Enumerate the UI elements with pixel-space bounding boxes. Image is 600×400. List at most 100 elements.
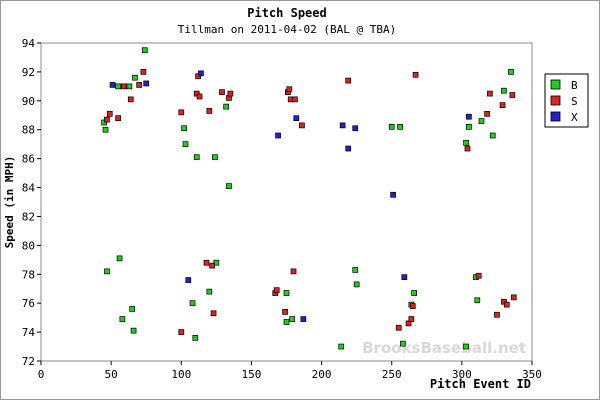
point-s bbox=[120, 83, 127, 90]
point-s bbox=[206, 108, 213, 114]
x-tick-label: 50 bbox=[105, 368, 118, 381]
plot-area bbox=[40, 42, 533, 362]
point-b bbox=[338, 343, 345, 350]
chart-title: Pitch Speed bbox=[247, 6, 326, 20]
point-x bbox=[293, 115, 300, 122]
point-x bbox=[466, 113, 472, 120]
point-x bbox=[109, 82, 116, 88]
point-x bbox=[198, 70, 204, 77]
point-s bbox=[178, 109, 185, 116]
x-tick-label: 300 bbox=[452, 368, 472, 381]
point-s bbox=[136, 82, 143, 88]
data-points bbox=[101, 47, 517, 350]
point-s bbox=[484, 110, 490, 117]
chart-subtitle: Tillman on 2011-04-02 (BAL @ TBA) bbox=[178, 23, 397, 36]
point-b bbox=[223, 103, 230, 110]
y-tick-label: 82 bbox=[22, 210, 35, 223]
x-tick-label: 250 bbox=[382, 368, 402, 381]
point-b bbox=[501, 87, 507, 94]
point-s bbox=[106, 110, 113, 117]
point-b bbox=[226, 183, 232, 189]
point-b bbox=[126, 83, 133, 90]
point-x bbox=[275, 132, 281, 139]
y-tick-label: 92 bbox=[22, 66, 35, 79]
point-s bbox=[299, 122, 305, 129]
point-s bbox=[219, 89, 225, 95]
point-b bbox=[212, 154, 218, 161]
point-b bbox=[102, 126, 109, 133]
point-b bbox=[189, 300, 196, 307]
point-s bbox=[127, 96, 134, 103]
point-s bbox=[115, 115, 122, 122]
point-b bbox=[181, 125, 187, 132]
point-s bbox=[290, 268, 297, 275]
point-s bbox=[494, 311, 500, 318]
point-s bbox=[178, 329, 185, 335]
point-x bbox=[300, 316, 307, 322]
legend-swatch-b bbox=[550, 79, 561, 90]
point-b bbox=[116, 255, 123, 262]
point-b bbox=[193, 154, 200, 161]
point-s bbox=[409, 303, 416, 309]
point-b bbox=[388, 123, 395, 130]
point-s bbox=[510, 294, 517, 301]
point-x bbox=[339, 122, 346, 129]
y-tick-label: 94 bbox=[22, 37, 36, 50]
point-b bbox=[411, 290, 418, 296]
x-tick-label: 200 bbox=[312, 368, 332, 381]
x-tick-label: 350 bbox=[522, 368, 542, 381]
legend-swatch-s bbox=[550, 95, 561, 106]
y-tick-label: 72 bbox=[22, 355, 35, 368]
point-b bbox=[508, 69, 514, 75]
point-b bbox=[129, 306, 136, 312]
point-s bbox=[209, 262, 215, 269]
point-b bbox=[474, 297, 481, 304]
point-s bbox=[464, 145, 471, 152]
y-tick-label: 88 bbox=[22, 124, 35, 137]
point-b bbox=[213, 259, 220, 266]
point-s bbox=[395, 324, 402, 331]
point-x bbox=[345, 145, 352, 152]
point-b bbox=[132, 74, 138, 81]
x-axis-label: Pitch Event ID bbox=[430, 377, 531, 391]
point-s bbox=[203, 259, 210, 266]
point-x bbox=[143, 80, 150, 87]
point-b bbox=[353, 281, 360, 288]
point-s bbox=[412, 71, 419, 78]
legend-label-b: B bbox=[571, 79, 578, 92]
legend-swatch-x bbox=[550, 111, 561, 122]
point-x bbox=[401, 274, 408, 281]
point-s bbox=[104, 116, 110, 123]
y-axis-label: Speed (in MPH) bbox=[3, 156, 16, 249]
x-tick-label: 150 bbox=[241, 368, 261, 381]
point-s bbox=[196, 93, 203, 100]
point-b bbox=[115, 83, 122, 90]
point-s bbox=[345, 77, 352, 84]
x-axis: 0 50 100 150 200 250 300 350 bbox=[38, 361, 542, 381]
point-b bbox=[489, 132, 496, 139]
point-x bbox=[352, 125, 359, 132]
watermark: BrooksBaseball.net bbox=[362, 339, 526, 357]
point-s bbox=[292, 96, 298, 103]
y-axis: 72 74 76 78 80 82 84 86 88 90 92 94 bbox=[22, 37, 41, 368]
point-b bbox=[182, 141, 189, 148]
legend-label-s: S bbox=[571, 95, 578, 108]
point-b bbox=[206, 288, 213, 295]
y-tick-label: 74 bbox=[22, 326, 36, 339]
point-s bbox=[499, 102, 506, 109]
point-b bbox=[466, 123, 472, 130]
point-x bbox=[390, 191, 396, 198]
point-b bbox=[478, 118, 485, 124]
point-s bbox=[408, 316, 415, 322]
y-tick-label: 76 bbox=[22, 297, 35, 310]
point-b bbox=[141, 47, 148, 54]
y-tick-label: 86 bbox=[22, 153, 35, 166]
point-b bbox=[397, 123, 403, 130]
legend-label-x: X bbox=[571, 111, 578, 124]
point-s bbox=[282, 309, 288, 315]
point-b bbox=[283, 319, 290, 325]
point-b bbox=[463, 343, 469, 350]
point-s bbox=[487, 90, 493, 97]
